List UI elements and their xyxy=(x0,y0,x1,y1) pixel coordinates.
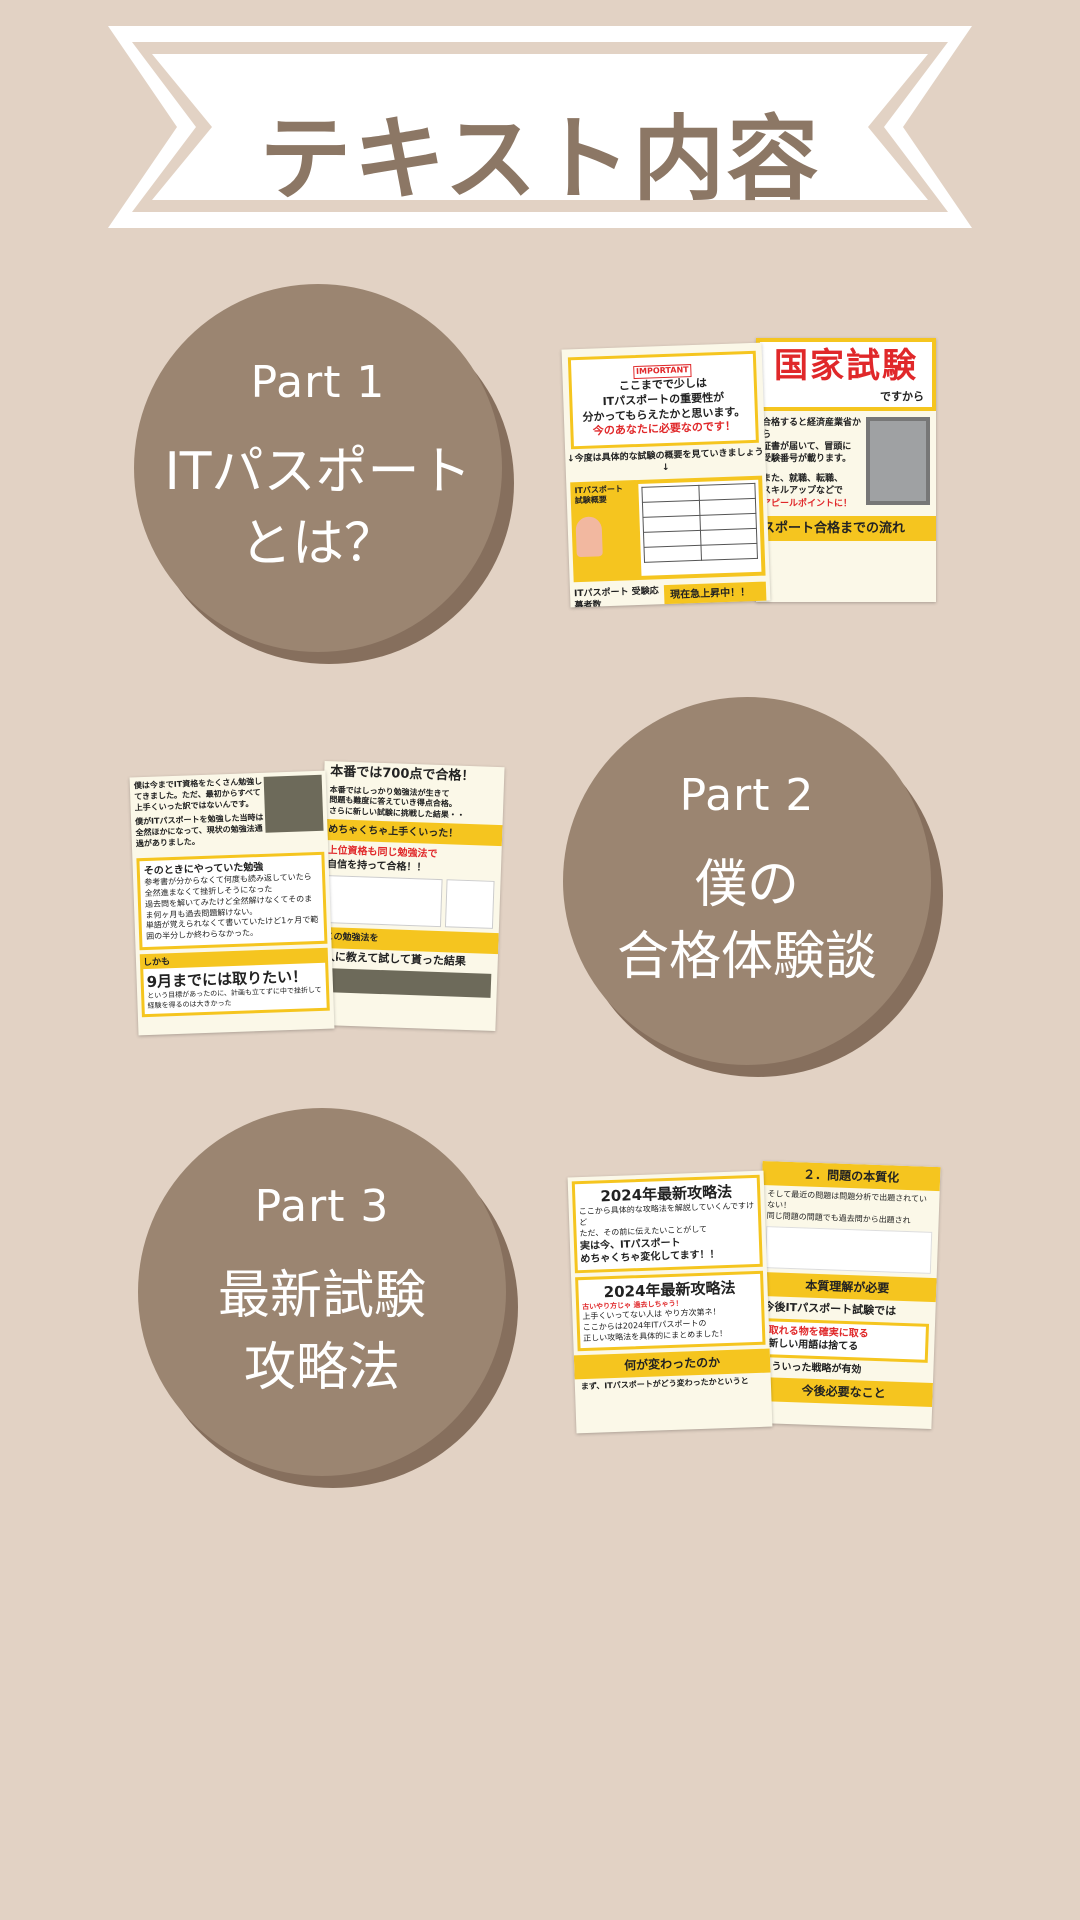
exam-text: 合格すると経済産業省から 証書が届いて、冒頭に 受験番号が載ります。 また、就職… xyxy=(762,417,866,510)
text-line: 僕は今までIT資格をたくさん勉強してきました。ただ、最初からすべて上手くいった訳… xyxy=(133,776,263,812)
banner-title: テキスト内容 xyxy=(259,106,821,213)
preview-sheet-essence: ２．問題の本質化 そして最近の問題は問題分析で出題されていない！ 同じ問題の問題… xyxy=(753,1160,941,1430)
sub-line: こういった戦略が有効 xyxy=(761,1360,862,1376)
collage-part3: 2024年最新攻略法 ここから具体的な攻略法を解説していくんですけど ただ、その… xyxy=(567,1160,942,1434)
bullet-item: 単語が覚えられなくて書いていたけど1ヶ月で範囲の半分しか終わらなかった。 xyxy=(145,915,319,942)
text-line: 合格すると経済産業省から xyxy=(762,417,862,440)
bottom-left-label: ITパスポート 受験応募者数 xyxy=(573,585,659,608)
score-table-image xyxy=(324,875,443,928)
circle-face: Part 2 僕の 合格体験談 xyxy=(563,697,931,1065)
result-text: 本番ではしっかり勉強法が生きて 問題も難度に答えていき得点合格。 さらに新しい試… xyxy=(323,782,504,825)
goal-box: 9月までには取りたい！ という目標があったのに、計画も立てずに中で挫折して経験を… xyxy=(143,962,327,1015)
circle-face: Part 1 ITパスポート とは？ xyxy=(134,284,502,652)
title-banner: テキスト内容 xyxy=(108,26,972,228)
collage-part1: IMPORTANT ここまでで少しは ITパスポートの重要性が 分かってもらえた… xyxy=(561,338,942,608)
text-line: 受験番号が載ります。 xyxy=(762,454,852,465)
part1-circle: Part 1 ITパスポート とは？ xyxy=(134,284,514,664)
part-label: Part 1 xyxy=(250,356,386,408)
strategy-list: 取れる物を確実に取る 新しい用語は捨てる xyxy=(761,1317,930,1363)
collage-part2: 僕は今までIT資格をたくさん勉強してきました。ただ、最初からすべて上手くいった訳… xyxy=(129,760,508,1036)
preview-sheet-result: 本番では700点で合格！ 本番ではしっかり勉強法が生きて 問題も難度に答えていき… xyxy=(315,760,505,1032)
overview-table-wrap xyxy=(638,479,762,576)
sub-line: 今後ITパスポート試験では xyxy=(763,1299,897,1318)
part-label: Part 3 xyxy=(254,1180,390,1232)
photo-image xyxy=(263,774,324,833)
certificate-image xyxy=(866,416,930,505)
overview-left: ITパスポート試験概要 xyxy=(570,480,637,582)
part2-circle: Part 2 僕の 合格体験談 xyxy=(563,697,943,1077)
study-intro-text: 僕は今までIT資格をたくさん勉強してきました。ただ、最初からすべて上手くいった訳… xyxy=(134,777,266,850)
exam-body: 合格すると経済産業省から 証書が届いて、冒頭に 受験番号が載ります。 また、就職… xyxy=(756,411,936,516)
exam-title-box: 国家試験 ですから xyxy=(760,342,932,407)
section-label: ITパスポート試験概要 xyxy=(574,484,624,506)
flow-band: スポート合格までの流れ xyxy=(756,515,936,542)
strategy-box-1: 2024年最新攻略法 ここから具体的な攻略法を解説していくんですけど ただ、その… xyxy=(571,1174,763,1273)
goal-panel: しかも 9月までには取りたい！ という目標があったのに、計画も立てずに中で挫折し… xyxy=(139,947,330,1018)
essence-sub: 今後ITパスポート試験では 取れる物を確実に取る 新しい用語は捨てる こういった… xyxy=(755,1296,936,1384)
preview-sheet-strategy: 2024年最新攻略法 ここから具体的な攻略法を解説していくんですけど ただ、その… xyxy=(567,1170,773,1434)
bottom-right-band: 現在急上昇中！！ xyxy=(663,581,767,608)
bottom-row: ITパスポート 受験応募者数 現在急上昇中！！ xyxy=(573,581,767,608)
essence-text: そして最近の問題は問題分析で出題されていない！ 同じ問題の問題でも過去問から出題… xyxy=(759,1185,940,1278)
strategy-box-2: 2024年最新攻略法 古いやり方じゃ 過去しちゃう！ 上手くいってない人は やり… xyxy=(575,1270,766,1351)
text-line: 証書が届いて、冒頭に xyxy=(762,442,852,453)
circle-face: Part 3 最新試験 攻略法 xyxy=(138,1108,506,1476)
part3-circle: Part 3 最新試験 攻略法 xyxy=(138,1108,518,1488)
study-intro: 僕は今までIT資格をたくさん勉強してきました。ただ、最初からすべて上手くいった訳… xyxy=(130,771,329,855)
ribbon-shape xyxy=(108,26,972,228)
person-illustration-icon xyxy=(575,516,603,558)
question-image xyxy=(764,1225,933,1274)
part-title: ITパスポート とは？ xyxy=(164,441,472,574)
text-line: アピールポイントに！ xyxy=(762,498,853,509)
preview-sheet-overview: IMPORTANT ここまでで少しは ITパスポートの重要性が 分かってもらえた… xyxy=(561,342,771,608)
national-exam-title: 国家試験 xyxy=(774,346,918,386)
screenshot-image xyxy=(444,879,495,930)
result-visual-row xyxy=(324,875,495,930)
part-title: 僕の 合格体験談 xyxy=(616,854,877,987)
preview-sheet-study: 僕は今までIT資格をたくさん勉強してきました。ただ、最初からすべて上手くいった訳… xyxy=(129,770,335,1036)
exam-suffix: ですから xyxy=(880,389,924,403)
text-line: スキルアップなどで xyxy=(762,486,843,497)
video-call-image xyxy=(322,968,492,999)
text-line: ↓今度は具体的な試験の概要を見ていきましょう↓ xyxy=(566,447,764,474)
overview-table xyxy=(641,482,758,562)
goal-note: という目標があったのに、計画も立てずに中で挫折して経験を得るのは大きかった xyxy=(147,986,322,1010)
exam-header: 国家試験 ですから xyxy=(756,338,936,411)
intro-box: IMPORTANT ここまでで少しは ITパスポートの重要性が 分かってもらえた… xyxy=(567,350,759,450)
band-label: 今後必要なこと xyxy=(754,1376,933,1408)
text-line: また、就職、転職、 xyxy=(762,474,844,485)
preview-sheet-national-exam: 国家試験 ですから 合格すると経済産業省から 証書が届いて、冒頭に 受験番号が載… xyxy=(756,338,936,602)
part-title: 最新試験 攻略法 xyxy=(217,1265,426,1398)
result-sub: 上位資格も同じ勉強法で 自信を持って合格！！ xyxy=(319,840,502,933)
part-label: Part 2 xyxy=(679,769,815,821)
text-line: 僕がITパスポートを勉強した当時は全然ほかになって、現状の勉強法通過がありました… xyxy=(134,813,264,849)
study-box: そのときにやっていた勉強 参考書が分からなくて何度も読み返していたら全然進まなく… xyxy=(136,851,328,951)
overview-panel: ITパスポート試験概要 xyxy=(570,475,766,582)
